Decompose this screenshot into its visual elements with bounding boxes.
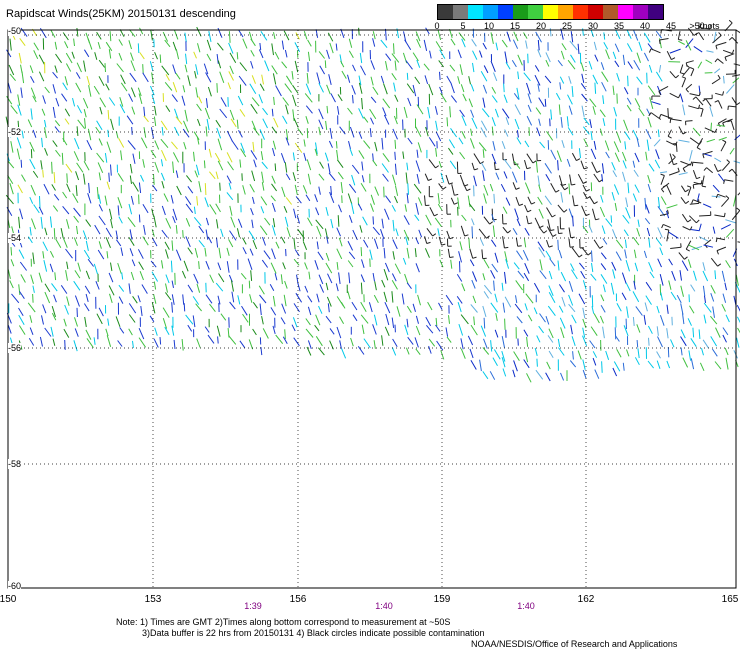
- colorbar-swatch: [618, 5, 633, 19]
- map-frame: [7, 29, 737, 589]
- lon-tick-162: 162: [577, 594, 595, 605]
- colorbar-swatch: [498, 5, 513, 19]
- colorbar-swatch: [648, 5, 663, 19]
- colorbar-swatch: [573, 5, 588, 19]
- lon-tick-153: 153: [144, 594, 162, 605]
- time-label: 1:40: [517, 601, 535, 611]
- lat-tick-54: -54: [8, 233, 22, 243]
- colorbar-swatch: [453, 5, 468, 19]
- note-line-2: 3)Data buffer is 22 hrs from 20150131 4)…: [142, 628, 485, 638]
- lat-tick-58: -58: [8, 459, 22, 469]
- colorbar-label: 0: [434, 21, 440, 31]
- colorbar-swatch: [468, 5, 483, 19]
- colorbar-unit: knots: [698, 21, 720, 31]
- lat-tick-60: -60: [8, 581, 22, 591]
- lon-tick-159: 159: [433, 594, 451, 605]
- map-title: Rapidscat Winds(25KM) 20150131 descendin…: [6, 8, 236, 20]
- colorbar-label: 10: [483, 21, 495, 31]
- colorbar-label: 45: [665, 21, 677, 31]
- colorbar-label: 20: [535, 21, 547, 31]
- lat-tick-50: -50: [8, 26, 22, 36]
- colorbar-swatch: [483, 5, 498, 19]
- colorbar-label: 35: [613, 21, 625, 31]
- lon-tick-150: 150: [0, 594, 17, 605]
- colorbar-swatch: [438, 5, 453, 19]
- colorbar-label: 15: [509, 21, 521, 31]
- colorbar-label: 30: [587, 21, 599, 31]
- lat-tick-52: -52: [8, 127, 22, 137]
- colorbar-swatch: [558, 5, 573, 19]
- colorbar-swatch: [528, 5, 543, 19]
- colorbar-swatch: [588, 5, 603, 19]
- lat-lon-grid: [8, 30, 736, 588]
- wind-speed-colorbar: [437, 4, 664, 20]
- lat-tick-56: -56: [8, 343, 22, 353]
- colorbar-label: 40: [639, 21, 651, 31]
- colorbar-swatch: [543, 5, 558, 19]
- lon-tick-156: 156: [289, 594, 307, 605]
- colorbar-swatch: [603, 5, 618, 19]
- colorbar-swatch: [513, 5, 528, 19]
- lon-tick-165: 165: [721, 594, 739, 605]
- time-label: 1:39: [244, 601, 262, 611]
- colorbar-label: >50: [689, 21, 705, 31]
- time-label: 1:40: [375, 601, 393, 611]
- colorbar-label: 5: [460, 21, 466, 31]
- colorbar-label: 25: [561, 21, 573, 31]
- note-line-1: Note: 1) Times are GMT 2)Times along bot…: [116, 617, 451, 627]
- credit-line: NOAA/NESDIS/Office of Research and Appli…: [471, 639, 678, 649]
- wind-barbs: [5, 19, 740, 383]
- colorbar-swatch: [633, 5, 648, 19]
